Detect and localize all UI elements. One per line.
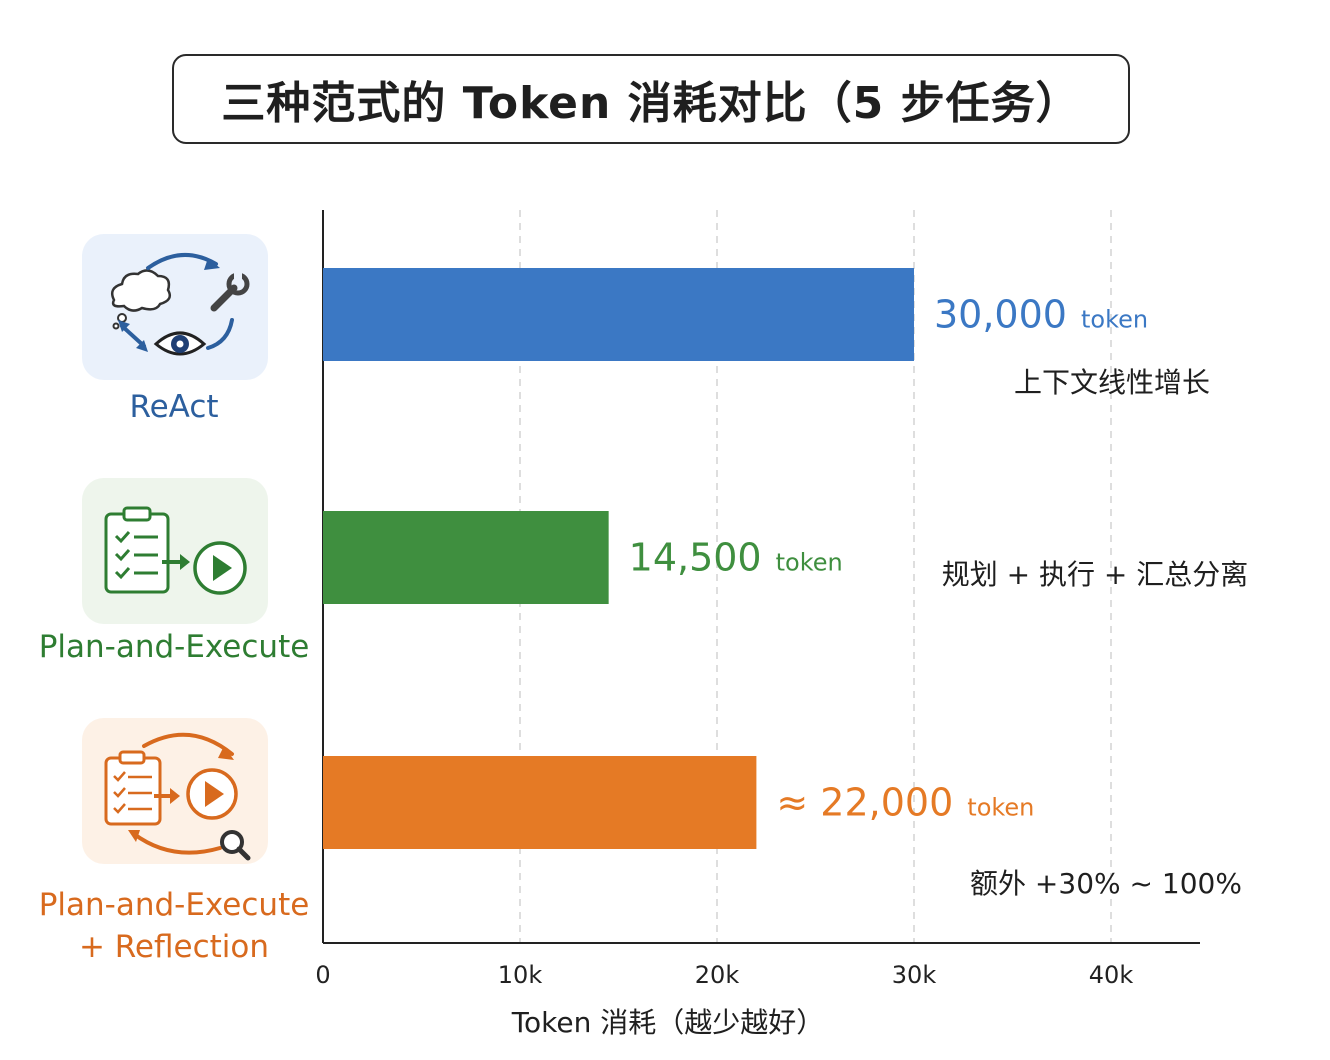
x-tick-label: 20k bbox=[695, 961, 740, 989]
annotation-2: 规划 + 执行 + 汇总分离 bbox=[942, 558, 1249, 591]
x-axis-label: Token 消耗（越少越好） bbox=[511, 1006, 825, 1039]
bar-3 bbox=[323, 756, 757, 849]
x-tick-label: 30k bbox=[892, 961, 937, 989]
plan-execute-icon bbox=[82, 478, 268, 624]
react-cycle-icon bbox=[82, 234, 268, 380]
bar-2 bbox=[323, 511, 609, 604]
category-label-plan-execute: Plan-and-Execute bbox=[38, 629, 310, 665]
annotation-1: 上下文线性增长 bbox=[1014, 366, 1210, 399]
x-tick-label: 10k bbox=[498, 961, 543, 989]
category-label-react: ReAct bbox=[129, 389, 219, 425]
value-label-1: 30,000 token bbox=[934, 293, 1148, 337]
x-tick-label: 0 bbox=[315, 961, 330, 989]
value-label-2: 14,500 token bbox=[629, 536, 843, 580]
bar-1 bbox=[323, 268, 914, 361]
category-label-plan-execute-reflection: Plan-and-Execute + Reflection bbox=[38, 887, 310, 965]
annotation-3: 额外 +30% ~ 100% bbox=[970, 867, 1242, 900]
chart-title: 三种范式的 Token 消耗对比（5 步任务） bbox=[172, 54, 1130, 144]
plan-execute-reflection-icon bbox=[82, 718, 268, 864]
x-tick-label: 40k bbox=[1089, 961, 1134, 989]
value-label-3: ≈ 22,000 token bbox=[776, 781, 1034, 825]
